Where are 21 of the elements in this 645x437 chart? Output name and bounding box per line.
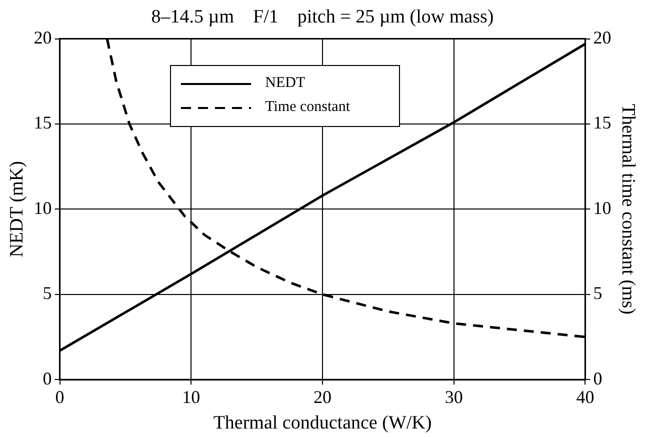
- y-tick-label: 5: [42, 283, 52, 304]
- legend-label: NEDT: [265, 75, 306, 92]
- y-tick-label: 0: [42, 368, 52, 388]
- y2-tick-label: 0: [593, 368, 602, 388]
- x-tick-label: 10: [182, 387, 200, 408]
- y-tick-label: 15: [34, 112, 52, 133]
- y-tick-label: 20: [34, 28, 52, 48]
- x-tick-label: 0: [55, 387, 64, 408]
- y2-tick-label: 5: [593, 283, 602, 304]
- x-tick-label: 20: [314, 387, 332, 408]
- x-axis-title: Thermal conductance (W/K): [213, 412, 432, 434]
- x-tick-label: 30: [444, 387, 463, 408]
- y-axis-title: NEDT (mK): [6, 161, 28, 258]
- y2-tick-label: 10: [593, 198, 612, 218]
- chart-title: 8–14.5 µm F/1 pitch = 25 µm (low mass): [151, 6, 494, 28]
- y2-axis-title: Thermal time constant (ms): [618, 104, 639, 314]
- y2-tick-label: 15: [593, 112, 612, 133]
- legend-label: Time constant: [265, 99, 350, 116]
- x-tick-label: 40: [576, 387, 594, 408]
- y2-tick-label: 20: [593, 28, 612, 48]
- y-tick-label: 10: [34, 198, 52, 218]
